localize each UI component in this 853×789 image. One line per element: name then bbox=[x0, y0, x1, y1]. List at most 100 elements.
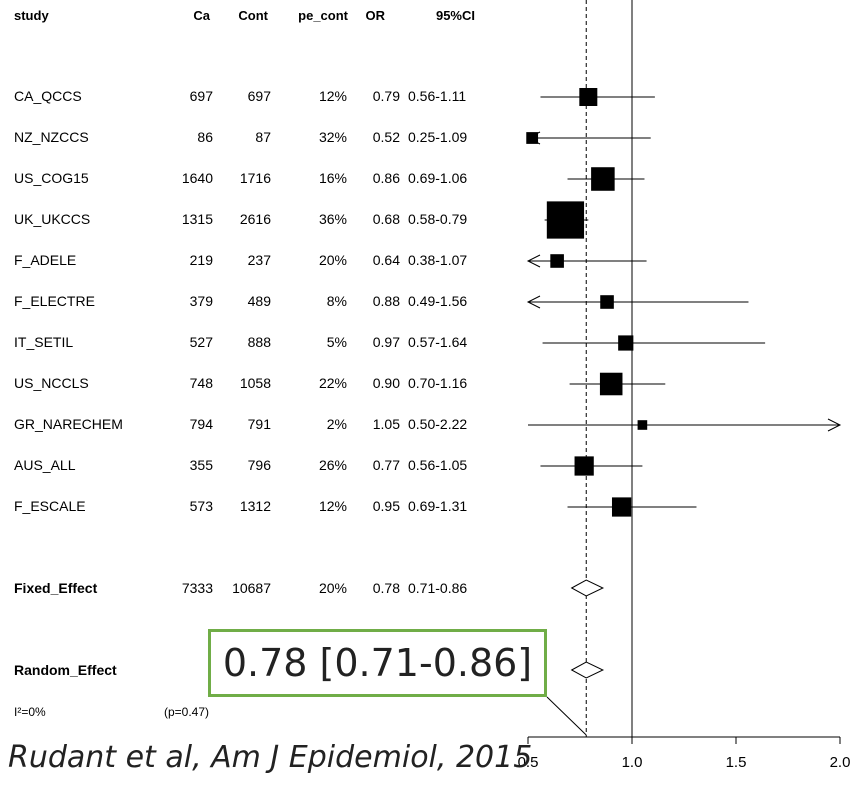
cell-study: F_ADELE bbox=[14, 252, 77, 268]
col-header-ci: 95%CI bbox=[435, 8, 475, 23]
cell-ca: 1315 bbox=[181, 211, 213, 227]
cell-or: 0.64 bbox=[372, 252, 400, 268]
cell-ca: 794 bbox=[189, 416, 213, 432]
cell-cont: 791 bbox=[247, 416, 271, 432]
cell-or: 0.95 bbox=[372, 498, 400, 514]
x-tick-label: 0.5 bbox=[518, 754, 539, 771]
cell-ci: 0.69-1.06 bbox=[408, 170, 468, 186]
cell-or: 0.97 bbox=[372, 334, 400, 350]
cell-or: 0.79 bbox=[372, 88, 400, 104]
cell-study: NZ_NZCCS bbox=[14, 129, 89, 145]
cell-study: UK_UKCCS bbox=[14, 211, 91, 227]
cell-ca: 355 bbox=[189, 457, 213, 473]
cell-pe: 8% bbox=[326, 293, 347, 309]
study-square bbox=[637, 420, 648, 430]
cell-ci: 0.56-1.11 bbox=[408, 88, 467, 104]
cell-ci: 0.38-1.07 bbox=[408, 252, 468, 268]
col-header-cont: Cont bbox=[238, 8, 268, 23]
cell-study: US_NCCLS bbox=[14, 375, 89, 391]
cell-ca: 1640 bbox=[181, 170, 213, 186]
random-effect-label: Random_Effect bbox=[14, 662, 117, 678]
cell-ca: 697 bbox=[189, 88, 213, 104]
cell-pe: 22% bbox=[318, 375, 347, 391]
cell-cont: 237 bbox=[247, 252, 271, 268]
cell-ca: 748 bbox=[189, 375, 213, 391]
cell-cont: 2616 bbox=[239, 211, 271, 227]
cell-ci: 0.57-1.64 bbox=[408, 334, 468, 350]
x-tick-label: 1.5 bbox=[726, 754, 747, 771]
cell-ci: 0.56-1.05 bbox=[408, 457, 468, 473]
cell-ca: 219 bbox=[189, 252, 213, 268]
fixed-effect-ci: 0.71-0.86 bbox=[408, 580, 468, 596]
cell-or: 0.52 bbox=[372, 129, 400, 145]
study-square bbox=[526, 132, 539, 144]
cell-pe: 20% bbox=[318, 252, 347, 268]
study-square bbox=[579, 88, 598, 106]
cell-cont: 888 bbox=[247, 334, 271, 350]
citation: Rudant et al, Am J Epidemiol, 2015 bbox=[8, 740, 533, 775]
fixed-effect-or: 0.78 bbox=[372, 580, 400, 596]
cell-pe: 2% bbox=[326, 416, 347, 432]
cell-cont: 489 bbox=[247, 293, 271, 309]
cell-cont: 87 bbox=[255, 129, 271, 145]
callout-pointer bbox=[546, 696, 587, 736]
cell-ci: 0.49-1.56 bbox=[408, 293, 468, 309]
cell-pe: 36% bbox=[318, 211, 347, 227]
study-square bbox=[618, 335, 634, 351]
cell-study: US_COG15 bbox=[14, 170, 89, 186]
cell-pe: 26% bbox=[318, 457, 347, 473]
cell-cont: 796 bbox=[247, 457, 271, 473]
cell-ci: 0.50-2.22 bbox=[408, 416, 468, 432]
cell-ca: 379 bbox=[189, 293, 213, 309]
cell-cont: 1312 bbox=[239, 498, 271, 514]
heterogeneity-p: (p=0.47) bbox=[164, 705, 210, 719]
cell-ca: 573 bbox=[189, 498, 213, 514]
cell-ca: 527 bbox=[189, 334, 213, 350]
heterogeneity-i2: I²=0% bbox=[14, 705, 46, 719]
cell-study: AUS_ALL bbox=[14, 457, 76, 473]
ci-arrow-right bbox=[827, 418, 842, 432]
cell-ci: 0.70-1.16 bbox=[408, 375, 468, 391]
cell-pe: 16% bbox=[318, 170, 347, 186]
x-tick-label: 2.0 bbox=[830, 754, 851, 771]
cell-cont: 1058 bbox=[239, 375, 271, 391]
cell-cont: 1716 bbox=[239, 170, 271, 186]
ci-arrow-left bbox=[526, 295, 541, 309]
fixed-effect-ca: 7333 bbox=[181, 580, 213, 596]
cell-or: 0.90 bbox=[372, 375, 400, 391]
cell-pe: 12% bbox=[318, 88, 347, 104]
cell-or: 0.77 bbox=[372, 457, 400, 473]
ci-arrow-left bbox=[526, 254, 541, 268]
fixed-effect-pe: 20% bbox=[318, 580, 347, 596]
study-square bbox=[591, 167, 615, 191]
cell-ci: 0.25-1.09 bbox=[408, 129, 468, 145]
col-header-pe-cont: pe_cont bbox=[298, 8, 348, 23]
study-square bbox=[546, 201, 585, 239]
cell-study: IT_SETIL bbox=[14, 334, 74, 350]
cell-ca: 86 bbox=[197, 129, 213, 145]
pooled-estimate-callout: 0.78 [0.71-0.86] bbox=[208, 629, 547, 697]
cell-or: 0.68 bbox=[372, 211, 400, 227]
cell-study: F_ESCALE bbox=[14, 498, 86, 514]
cell-pe: 32% bbox=[318, 129, 347, 145]
cell-or: 0.88 bbox=[372, 293, 400, 309]
cell-or: 0.86 bbox=[372, 170, 400, 186]
x-tick-label: 1.0 bbox=[622, 754, 643, 771]
cell-pe: 5% bbox=[326, 334, 347, 350]
cell-ci: 0.58-0.79 bbox=[408, 211, 468, 227]
cell-ci: 0.69-1.31 bbox=[408, 498, 468, 514]
cell-study: F_ELECTRE bbox=[14, 293, 95, 309]
cell-cont: 697 bbox=[247, 88, 271, 104]
fixed-effect-cont: 10687 bbox=[232, 580, 271, 596]
fixed-effect-label: Fixed_Effect bbox=[14, 580, 98, 596]
study-square bbox=[599, 372, 623, 396]
cell-pe: 12% bbox=[318, 498, 347, 514]
col-header-or: OR bbox=[365, 8, 386, 23]
study-square bbox=[550, 254, 564, 268]
study-square bbox=[600, 295, 614, 309]
study-square bbox=[574, 456, 594, 476]
cell-study: CA_QCCS bbox=[14, 88, 82, 104]
study-square bbox=[611, 497, 632, 517]
fixed-effect-diamond bbox=[570, 579, 605, 597]
